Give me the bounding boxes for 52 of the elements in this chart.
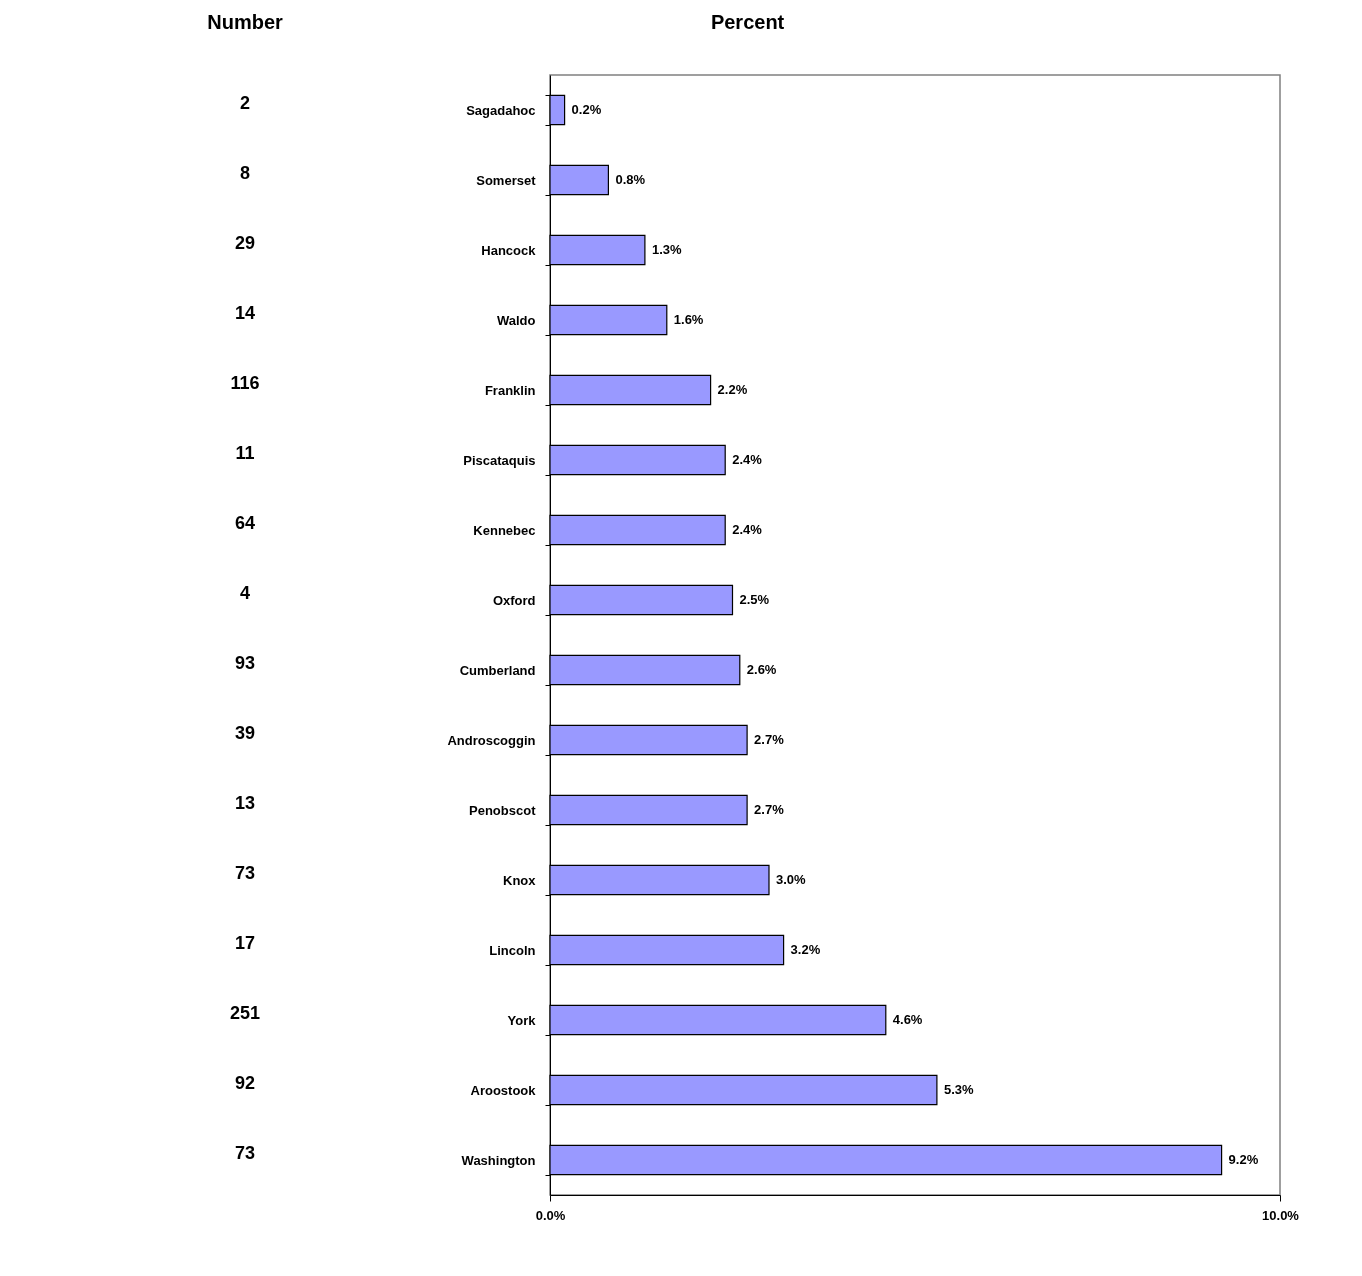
data-label: 11 — [235, 443, 255, 463]
y-tick-label: Aroostook — [470, 1082, 537, 1098]
y-tick-label: Franklin — [484, 382, 536, 398]
y-tick-label: Sagadahoc — [466, 102, 536, 118]
data-label: 93 — [234, 653, 256, 673]
y-tick-label: Lincoln — [489, 942, 536, 958]
y-tick-label: Kennebec — [473, 522, 536, 538]
data-label: 17 — [234, 933, 256, 953]
data-label: 14 — [234, 303, 256, 323]
data-label: 0.2% — [571, 102, 602, 117]
y-tick-label: Piscataquis — [463, 452, 536, 468]
y-tick-label: Oxford — [492, 592, 536, 608]
data-label: 1.6% — [673, 312, 704, 327]
data-label: 2.2% — [717, 382, 748, 397]
data-label: 73 — [234, 1143, 256, 1163]
y-tick-label: Waldo — [496, 312, 536, 328]
y-tick-label: Androscoggin — [447, 732, 536, 748]
text: Number — [207, 11, 283, 33]
data-label: 13 — [234, 793, 256, 813]
y-tick-label: Washington — [461, 1152, 536, 1168]
data-label: 2.7% — [754, 802, 785, 817]
data-label: 29 — [234, 233, 256, 253]
data-label: 1.3% — [651, 242, 682, 257]
data-label: 9.2% — [1228, 1152, 1259, 1167]
data-label: 3.0% — [776, 872, 807, 887]
data-label: 73 — [234, 863, 256, 883]
data-label: 2.6% — [746, 662, 777, 677]
data-label: 0.8% — [615, 172, 646, 187]
chart-title: Percent — [710, 11, 785, 33]
data-label: 64 — [234, 513, 256, 533]
y-tick-label: York — [507, 1012, 537, 1028]
y-tick-label: Cumberland — [459, 662, 536, 678]
data-label: 5.3% — [943, 1082, 974, 1097]
data-label: 2 — [239, 93, 251, 113]
data-label: 251 — [229, 1003, 261, 1023]
x-tick-label: 0.0% — [535, 1207, 566, 1223]
data-label: 2.5% — [739, 592, 770, 607]
data-label: 2.7% — [754, 732, 785, 747]
data-label: 2.4% — [732, 522, 763, 537]
data-label: 39 — [234, 723, 256, 743]
data-label: 92 — [234, 1073, 256, 1093]
y-tick-label: Somerset — [476, 172, 537, 188]
data-label: 4.6% — [892, 1012, 923, 1027]
data-label: 2.4% — [732, 452, 763, 467]
y-tick-label: Knox — [503, 872, 537, 888]
y-tick-label: Hancock — [481, 242, 537, 258]
x-tick-label: 10.0% — [1262, 1207, 1300, 1223]
data-label: 4 — [239, 583, 251, 603]
data-label: 3.2% — [790, 942, 821, 957]
y-tick-label: Penobscot — [469, 802, 537, 818]
data-label: 116 — [230, 373, 260, 393]
data-label: 8 — [239, 163, 251, 183]
